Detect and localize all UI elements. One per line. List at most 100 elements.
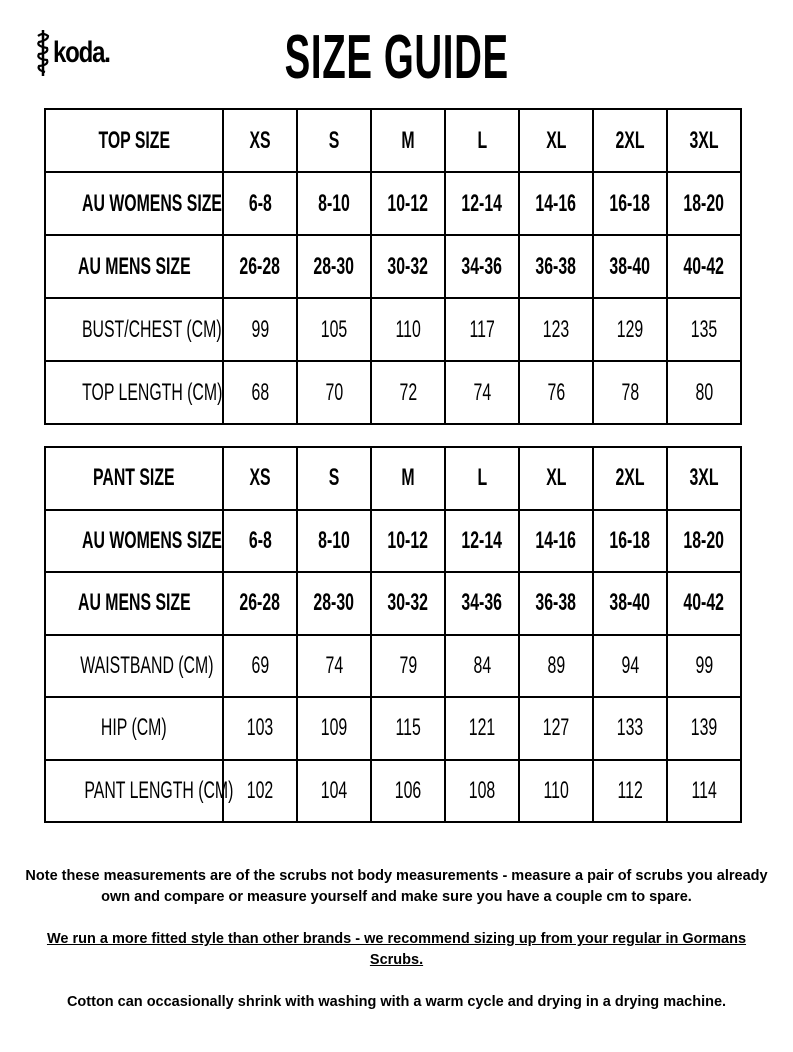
table-cell: XS (222, 108, 298, 173)
table-cell: 14-16 (518, 171, 594, 236)
table-cell-text: 10-12 (387, 526, 429, 554)
table-cell-text: 40-42 (683, 252, 725, 280)
table-cell-text: 127 (542, 714, 570, 742)
table-cell-text: XS (249, 464, 271, 492)
row-label: TOP SIZE (44, 108, 224, 173)
note-measurements: Note these measurements are of the scrub… (25, 868, 768, 905)
table-cell: 74 (444, 360, 520, 425)
table-cell: 38-40 (592, 571, 668, 636)
table-cell: 72 (370, 360, 446, 425)
table-cell-text: 3XL (689, 464, 719, 492)
table-cell-text: XL (545, 126, 567, 154)
table-cell-text: 108 (468, 776, 496, 804)
table-row: AU WOMENS SIZE 6-8 8-10 10-12 12-14 14-16 16-1… (44, 508, 742, 573)
table-cell-text: 79 (399, 651, 417, 679)
notes: Note these measurements are of the scrub… (20, 866, 773, 1034)
table-cell: 36-38 (518, 234, 594, 299)
table-cell: 109 (296, 696, 372, 761)
table-cell-text: 109 (320, 714, 348, 742)
table-cell-text: 114 (691, 776, 717, 804)
table-cell-text: 34-36 (461, 252, 503, 280)
table-cell: L (444, 446, 520, 511)
table-row: TOP LENGTH (CM) 68 70 72 74 76 78 80 (44, 360, 742, 425)
table-cell-text: 28-30 (313, 589, 355, 617)
table-cell-text: 10-12 (387, 189, 429, 217)
table-cell: 26-28 (222, 234, 298, 299)
table-cell-text: 133 (616, 714, 644, 742)
table-cell-text: 78 (621, 378, 639, 406)
table-cell-text: 6-8 (248, 189, 272, 217)
row-label-text: TOP SIZE (98, 126, 170, 154)
table-cell: 30-32 (370, 571, 446, 636)
top-size-table: TOP SIZE XS S M L XL 2XL 3XL AU WOMENS SIZE 6-8 8-… (44, 108, 742, 425)
table-cell-text: 121 (468, 714, 496, 742)
table-cell: 105 (296, 297, 372, 362)
table-cell: 80 (666, 360, 742, 425)
table-cell: M (370, 108, 446, 173)
table-cell-text: 94 (621, 651, 639, 679)
table-cell: S (296, 446, 372, 511)
table-cell: 104 (296, 758, 372, 823)
table-cell: 74 (296, 633, 372, 698)
table-cell-text: 72 (399, 378, 417, 406)
row-label: AU WOMENS SIZE (44, 171, 224, 236)
table-cell: 112 (592, 758, 668, 823)
table-cell: 18-20 (666, 508, 742, 573)
row-label-text: AU MENS SIZE (77, 252, 191, 280)
table-cell: 121 (444, 696, 520, 761)
table-cell-text: 99 (695, 651, 713, 679)
table-cell: 115 (370, 696, 446, 761)
row-label-text: AU WOMENS SIZE (82, 526, 222, 554)
table-cell: 16-18 (592, 171, 668, 236)
row-label-text: HIP (CM) (101, 714, 167, 742)
table-cell: 10-12 (370, 508, 446, 573)
table-cell: 10-12 (370, 171, 446, 236)
table-cell: 123 (518, 297, 594, 362)
table-cell-text: 38-40 (609, 589, 651, 617)
row-label: AU WOMENS SIZE (44, 508, 224, 573)
table-cell-text: 84 (473, 651, 491, 679)
table-cell-text: 99 (251, 315, 269, 343)
table-cell-text: 36-38 (535, 252, 577, 280)
table-cell-text: 36-38 (535, 589, 577, 617)
row-label: TOP LENGTH (CM) (44, 360, 224, 425)
rod-of-asclepius-icon (37, 30, 50, 76)
table-cell-text: XS (249, 126, 271, 154)
table-cell: 76 (518, 360, 594, 425)
table-cell-text: 12-14 (461, 526, 503, 554)
logo-text: koda. (53, 36, 111, 69)
row-label: PANT SIZE (44, 446, 224, 511)
table-cell-text: 28-30 (313, 252, 355, 280)
table-cell-text: 110 (395, 315, 421, 343)
table-row: PANT SIZE XS S M L XL 2XL 3XL (44, 446, 742, 511)
row-label-text: WAISTBAND (CM) (80, 651, 214, 679)
row-label: AU MENS SIZE (44, 234, 224, 299)
table-cell: 139 (666, 696, 742, 761)
table-cell: 12-14 (444, 508, 520, 573)
table-cell: 79 (370, 633, 446, 698)
table-cell: 110 (370, 297, 446, 362)
table-cell-text: 70 (325, 378, 343, 406)
table-cell: 28-30 (296, 571, 372, 636)
table-cell: 40-42 (666, 234, 742, 299)
table-cell-text: S (328, 126, 340, 154)
table-cell-text: 38-40 (609, 252, 651, 280)
table-cell-text: 30-32 (387, 252, 429, 280)
table-cell-text: 12-14 (461, 189, 503, 217)
table-cell-text: 18-20 (683, 526, 725, 554)
table-row: WAISTBAND (CM) 69 74 79 84 89 94 99 (44, 633, 742, 698)
table-cell-text: 18-20 (683, 189, 725, 217)
table-cell-text: 14-16 (535, 189, 577, 217)
table-cell: 110 (518, 758, 594, 823)
table-cell: 127 (518, 696, 594, 761)
table-cell-text: 106 (394, 776, 422, 804)
table-cell-text: 40-42 (683, 589, 725, 617)
table-cell-text: 8-10 (318, 189, 350, 217)
table-cell-text: 105 (320, 315, 348, 343)
table-cell-text: 139 (690, 714, 718, 742)
table-cell: 89 (518, 633, 594, 698)
table-cell-text: 3XL (689, 126, 719, 154)
table-cell-text: 34-36 (461, 589, 503, 617)
table-cell-text: 102 (246, 776, 274, 804)
table-row: BUST/CHEST (CM) 99 105 110 117 123 129 135 (44, 297, 742, 362)
